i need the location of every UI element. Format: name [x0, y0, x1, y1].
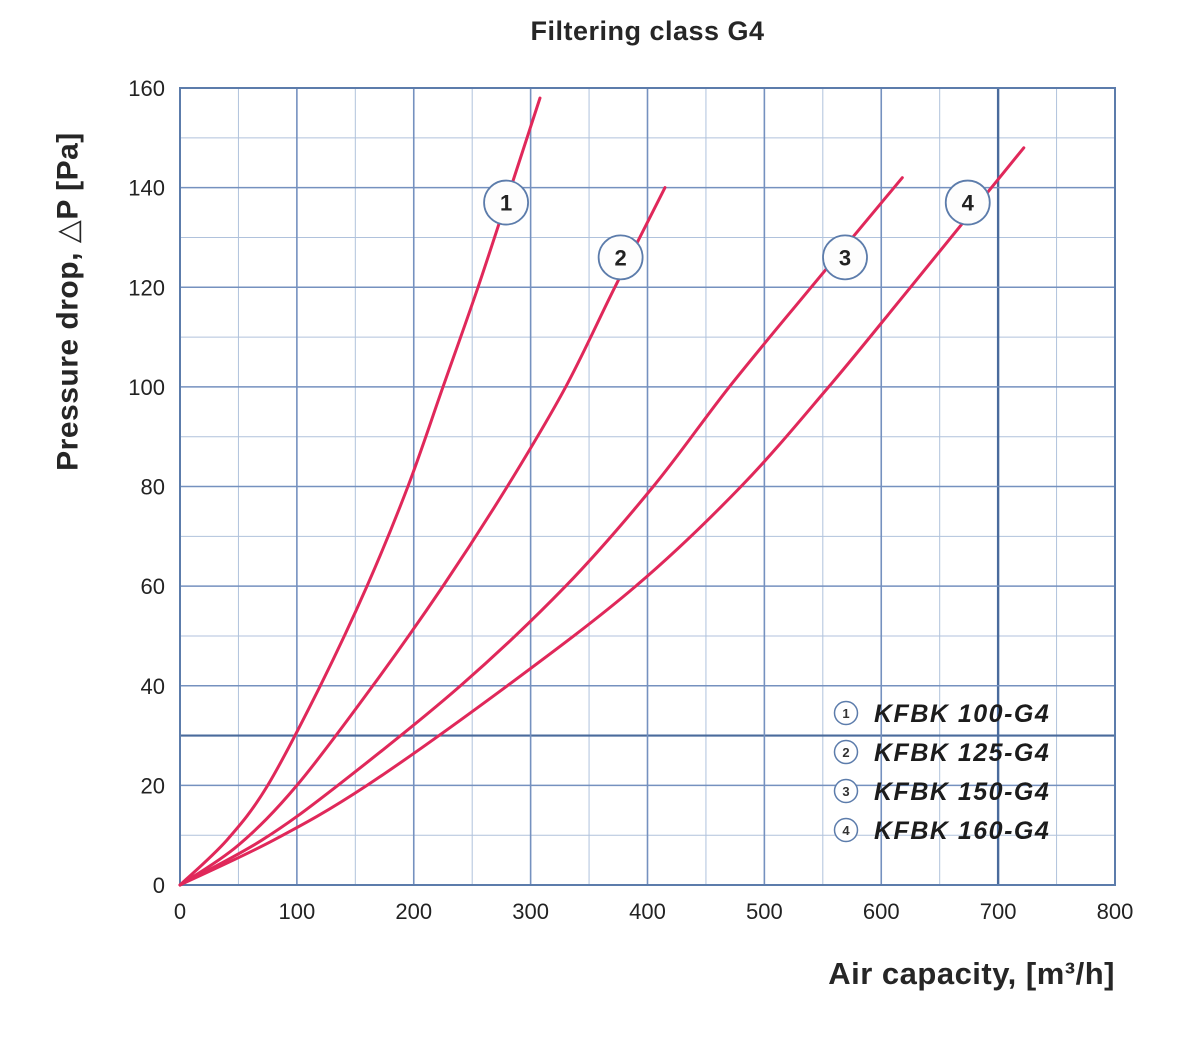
- y-tick-label: 0: [153, 873, 165, 898]
- legend-marker-number-3: 3: [842, 784, 849, 799]
- x-tick-label: 0: [174, 899, 186, 924]
- chart-title: Filtering class G4: [530, 16, 765, 46]
- y-tick-label: 160: [128, 76, 165, 101]
- y-tick-label: 120: [128, 275, 165, 300]
- y-tick-label: 140: [128, 176, 165, 201]
- x-tick-label: 600: [863, 899, 900, 924]
- x-tick-label: 400: [629, 899, 666, 924]
- legend-label-2: KFBK 125-G4: [874, 739, 1050, 767]
- y-tick-label: 80: [141, 475, 165, 500]
- legend-marker-number-2: 2: [842, 745, 849, 760]
- legend-marker-circle-1: [833, 700, 859, 726]
- y-tick-label: 100: [128, 375, 165, 400]
- curve-marker-number-3: 3: [839, 245, 851, 270]
- x-tick-label: 500: [746, 899, 783, 924]
- curve-marker-circle-3: [822, 234, 868, 281]
- curve-marker-circle-2: [597, 234, 644, 281]
- curve-4: [178, 146, 1026, 887]
- legend-marker-circle-4: [833, 817, 859, 843]
- x-tick-label: 200: [395, 899, 432, 924]
- x-tick-label: 100: [279, 899, 316, 924]
- x-axis-label: Air capacity, [m³/h]: [828, 956, 1115, 991]
- y-tick-label: 60: [141, 574, 165, 599]
- curve-marker-number-2: 2: [614, 245, 626, 270]
- x-tick-label: 700: [980, 899, 1017, 924]
- y-tick-label: 40: [141, 674, 165, 699]
- x-tick-label: 800: [1097, 899, 1134, 924]
- legend-marker-number-1: 1: [842, 706, 849, 721]
- y-tick-label: 20: [141, 773, 165, 798]
- curve-marker-circle-1: [483, 179, 529, 226]
- curve-marker-number-4: 4: [962, 191, 975, 216]
- curve-3: [178, 176, 904, 887]
- legend-label-3: KFBK 150-G4: [874, 778, 1050, 806]
- legend-marker-circle-2: [833, 739, 859, 765]
- x-tick-label: 300: [512, 899, 549, 924]
- curve-marker-number-1: 1: [500, 191, 512, 216]
- legend-label-4: KFBK 160-G4: [874, 817, 1050, 845]
- curve-2: [178, 186, 667, 887]
- legend-label-1: KFBK 100-G4: [874, 700, 1050, 728]
- legend-marker-circle-3: [833, 778, 859, 804]
- legend-marker-number-4: 4: [842, 823, 850, 838]
- curve-marker-circle-4: [944, 179, 991, 226]
- curve-1: [178, 96, 542, 887]
- plot-frame: [179, 87, 1116, 886]
